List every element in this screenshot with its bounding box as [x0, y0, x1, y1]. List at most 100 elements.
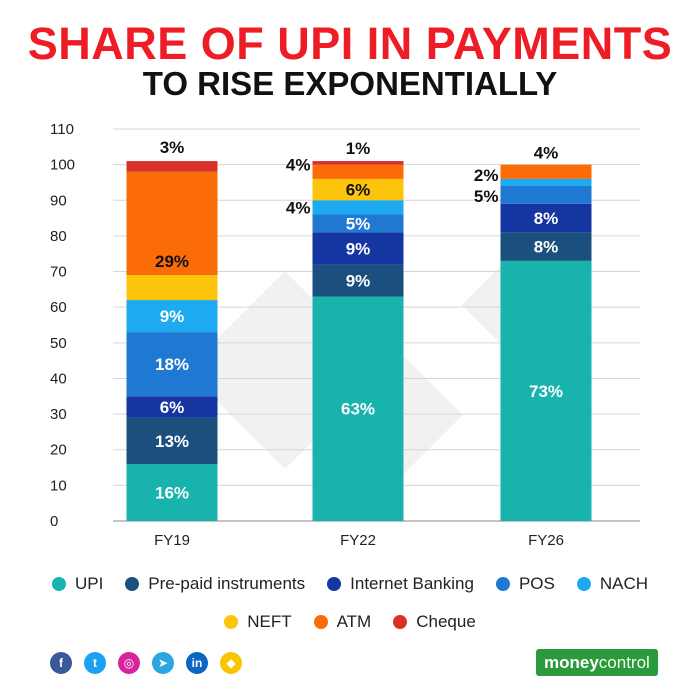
y-axis-ticks: 0 10 20 30 40 50 60 70 80 90 100 110 [50, 121, 75, 530]
bar-fy19-nach [126, 300, 218, 333]
bar-fy22-atm [312, 164, 404, 179]
data-label-fy19-upi: 16% [155, 483, 189, 502]
y-tick-label-80: 80 [50, 228, 67, 245]
bar-fy19-upi [126, 463, 218, 521]
brand-part-control: control [598, 652, 650, 672]
data-label-fy22-pos: 5% [346, 214, 371, 233]
bar-fy26-nach [500, 178, 592, 187]
data-label-fy22-internet-banking: 9% [346, 239, 371, 258]
data-label-fy26-nach: 2% [474, 166, 499, 185]
telegram-icon[interactable]: ➤ [152, 652, 174, 674]
data-label-fy22-atm: 4% [286, 156, 311, 175]
legend-label: POS [518, 574, 555, 593]
bar-fy22-neft [312, 178, 404, 201]
data-label-fy22-nach: 4% [286, 198, 311, 217]
bar-fy22-pre-paid-instruments [312, 264, 404, 297]
bar-fy26-upi [500, 260, 592, 521]
data-label-fy19-atm: 29% [155, 252, 189, 271]
legend-swatch [393, 615, 408, 629]
data-label-fy19-nach: 9% [160, 307, 185, 326]
bar-fy26-pre-paid-instruments [500, 232, 592, 261]
bar-fy19-atm [126, 171, 218, 276]
snapchat-icon[interactable]: ◆ [220, 652, 242, 674]
y-tick-label-50: 50 [50, 335, 67, 352]
y-tick-label-60: 60 [50, 299, 67, 316]
y-tick-label-30: 30 [50, 406, 67, 423]
legend-item-upi: UPI [51, 574, 104, 594]
social-icons: f t ◎ ➤ in ◆ [50, 652, 254, 674]
legend-swatch [224, 615, 239, 629]
x-tick-label-fy26: FY26 [528, 532, 564, 549]
bar-fy22-upi [312, 296, 404, 521]
y-tick-label-110: 110 [50, 121, 74, 138]
data-label-fy26-pre-paid-instruments: 8% [534, 238, 559, 257]
x-tick-label-fy19: FY19 [154, 532, 190, 549]
moneycontrol-logo[interactable]: money control [536, 649, 658, 676]
x-axis-ticks: FY19 FY22 FY26 [154, 532, 564, 549]
bar-fy22-nach [312, 200, 404, 215]
brand-part-money: money [544, 652, 599, 672]
instagram-icon[interactable]: ◎ [118, 652, 140, 674]
data-label-fy22-cheque: 1% [346, 139, 371, 158]
data-label-fy19-cheque: 3% [160, 138, 185, 157]
y-tick-label-40: 40 [50, 370, 67, 387]
bar-fy19-cheque [126, 161, 218, 172]
data-label-fy19-pos: 18% [155, 355, 189, 374]
legend-row-2: NEFT ATM Cheque [0, 612, 700, 632]
chart-subtitle: TO RISE EXPONENTIALLY [142, 65, 558, 102]
stacked-bar-chart: 0 10 20 30 40 50 60 70 80 90 100 110 16% 13% 6% 18% 9% 2… [50, 121, 640, 549]
legend-label: Internet Banking [350, 574, 474, 593]
legend-item-nach: NACH [576, 574, 649, 594]
legend-swatch [576, 577, 591, 591]
y-tick-label-0: 0 [50, 513, 58, 530]
data-label-fy26-atm: 4% [534, 144, 559, 163]
x-tick-label-fy22: FY22 [340, 532, 376, 549]
legend-item-pos: POS [495, 574, 555, 594]
bar-fy22-internet-banking [312, 232, 404, 265]
bar-fy26-pos [500, 186, 592, 204]
legend-label: NACH [599, 574, 649, 593]
legend-swatch [125, 577, 140, 591]
legend-swatch [51, 577, 66, 591]
bar-fy22-cheque [312, 161, 404, 165]
legend-item-atm: ATM [313, 612, 372, 632]
legend-label: UPI [74, 574, 104, 593]
twitter-icon[interactable]: t [84, 652, 106, 674]
bar-fy19-neft [126, 275, 218, 301]
data-label-fy22-upi: 63% [341, 400, 375, 419]
y-tick-label-10: 10 [50, 477, 67, 494]
legend-swatch [313, 615, 328, 629]
data-label-fy22-neft: 6% [346, 181, 371, 200]
data-labels: 16% 13% 6% 18% 9% 29% 3% 63% 9% 9% 5% 4% 6% 4% 1% 73% 8%… [155, 138, 563, 502]
linkedin-icon[interactable]: in [186, 652, 208, 674]
legend-label: ATM [336, 612, 372, 631]
bar-fy19-pos [126, 332, 218, 397]
y-tick-label-90: 90 [50, 192, 67, 209]
legend-swatch [327, 577, 342, 591]
bar-fy19-internet-banking [126, 396, 218, 418]
legend-item-internet-banking: Internet Banking [327, 574, 474, 594]
legend-swatch [495, 577, 510, 591]
data-label-fy26-upi: 73% [529, 382, 563, 401]
data-label-fy22-pre-paid-instruments: 9% [346, 271, 371, 290]
facebook-icon[interactable]: f [50, 652, 72, 674]
legend-item-cheque: Cheque [393, 612, 476, 632]
y-tick-label-20: 20 [50, 442, 67, 459]
legend-label: Pre-paid instruments [148, 574, 306, 593]
legend-label: Cheque [416, 612, 476, 631]
bars [126, 161, 592, 521]
chart-title: SHARE OF UPI IN PAYMENTS [27, 18, 673, 69]
legend-label: NEFT [247, 612, 292, 631]
bar-fy22-pos [312, 214, 404, 233]
y-tick-label-70: 70 [50, 264, 67, 281]
data-label-fy19-pre-paid-instruments: 13% [155, 432, 189, 451]
data-label-fy26-pos: 5% [474, 187, 499, 206]
legend-item-neft: NEFT [224, 612, 292, 632]
bar-fy26-internet-banking [500, 203, 592, 233]
data-label-fy19-internet-banking: 6% [160, 398, 185, 417]
legend-row-1: UPI Pre-paid instruments Internet Banking P… [0, 574, 700, 594]
data-label-fy26-internet-banking: 8% [534, 209, 559, 228]
legend-item-pre-paid-instruments: Pre-paid instruments [125, 574, 305, 594]
bar-fy19-pre-paid-instruments [126, 417, 218, 464]
y-tick-label-100: 100 [50, 157, 75, 174]
